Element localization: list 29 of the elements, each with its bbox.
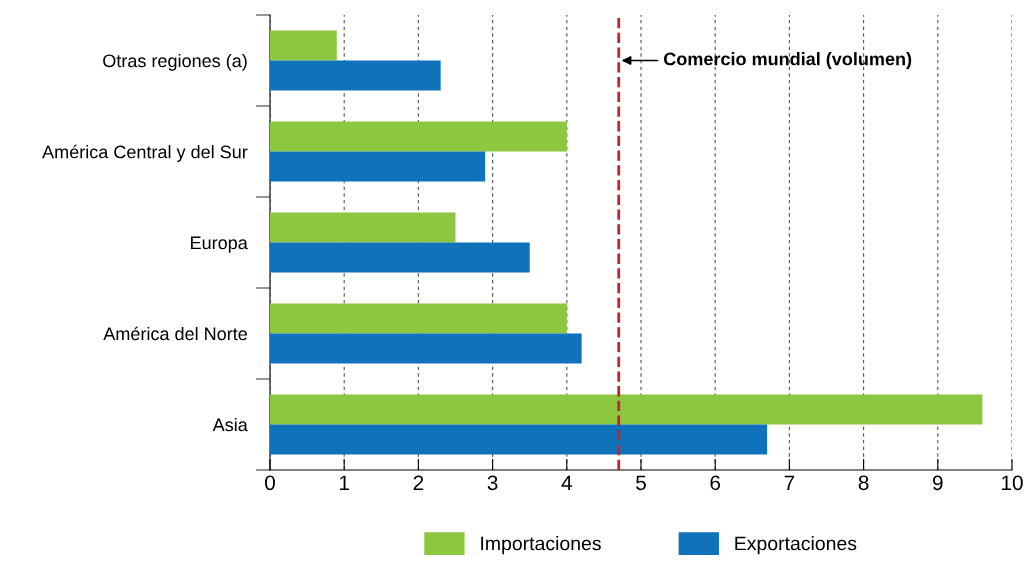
y-tick-label: Otras regiones (a)	[103, 53, 247, 71]
legend-label: Exportaciones	[735, 536, 857, 555]
legend-label: Importaciones	[481, 536, 601, 555]
x-tick-label: 2	[413, 475, 424, 490]
x-tick-label: 9	[932, 475, 943, 491]
y-tick-label: América Central y del Sur	[42, 144, 248, 162]
bar	[270, 121, 567, 152]
bar	[270, 60, 441, 91]
y-tick-label: América del Norte	[103, 326, 247, 341]
x-tick-label: 0	[265, 475, 275, 491]
x-tick-label: 4	[561, 475, 572, 490]
ref-line-label: Comercio mundial (volumen)	[664, 52, 912, 69]
x-tick-label: 6	[710, 475, 721, 491]
y-tick-label: Europa	[191, 236, 248, 253]
x-tick-label: 1	[340, 475, 349, 490]
bar	[270, 30, 337, 61]
bar	[270, 303, 567, 334]
bar	[270, 394, 983, 425]
x-tick-label: 10	[1002, 475, 1023, 491]
x-tick-label: 5	[636, 475, 646, 491]
bar	[270, 424, 768, 455]
bar	[270, 212, 456, 243]
x-tick-label: 7	[784, 475, 795, 490]
y-tick-label: Asia	[212, 417, 248, 432]
bar	[270, 333, 582, 364]
bar	[270, 151, 486, 182]
bar	[270, 242, 530, 273]
x-tick-label: 3	[487, 475, 498, 491]
x-tick-label: 8	[858, 475, 869, 491]
